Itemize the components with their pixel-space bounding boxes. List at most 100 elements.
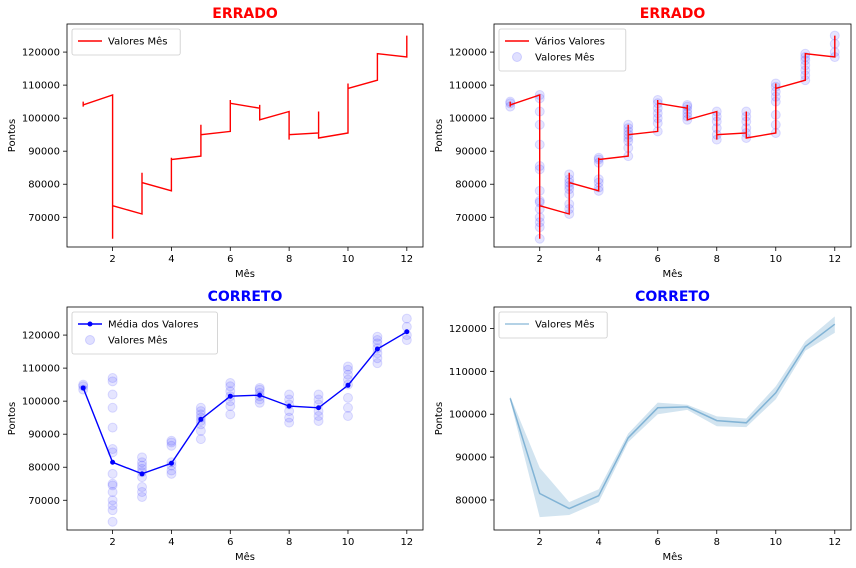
scatter-point (137, 457, 148, 468)
x-tick-label: 12 (828, 537, 841, 548)
y-tick-label: 90000 (28, 430, 60, 441)
y-tick-label: 80000 (28, 180, 60, 191)
y-tick-label: 100000 (22, 397, 60, 408)
x-tick-label: 8 (714, 254, 720, 265)
scatter-point (254, 397, 265, 408)
line-marker (316, 405, 322, 411)
subplot-1: ERRADO Mês Pontos 2 4 6 8 10 12 70000 80000 90000 10… (7, 6, 424, 280)
x-tick-label: 8 (714, 537, 720, 548)
scatter-point (313, 389, 324, 400)
y-tick-label: 80000 (28, 463, 60, 474)
y-tick-label: 110000 (22, 364, 60, 375)
subplot-2: ERRADO Mês Pontos 2 4 6 8 10 12 70000 80000 90000 10… (434, 6, 852, 280)
legend-label: Vários Valores (535, 36, 605, 48)
x-tick-label: 12 (400, 537, 413, 548)
scatter-point (137, 487, 148, 498)
scatter-point (372, 335, 383, 346)
scatter-point (137, 452, 148, 463)
y-tick-label: 120000 (449, 324, 487, 335)
x-tick-label: 10 (342, 537, 355, 548)
scatter-point (107, 373, 118, 384)
scatter-point (225, 401, 236, 412)
chart-title: CORRETO (208, 289, 283, 305)
series-line (509, 35, 836, 239)
scatter-point (313, 411, 324, 422)
legend: Vários Valores Valores Mês (498, 28, 627, 72)
x-tick-label: 2 (109, 537, 115, 548)
line-marker (257, 392, 263, 398)
scatter-point (107, 402, 118, 413)
scatter-point (195, 402, 206, 413)
x-tick-label: 4 (596, 254, 602, 265)
legend-box (71, 311, 218, 355)
legend-marker (512, 52, 522, 62)
y-axis-label: Pontos (7, 402, 18, 435)
x-axis-label: Mês (235, 268, 255, 280)
line-marker (198, 416, 204, 422)
chart-title: ERRADO (640, 6, 706, 22)
chart-title: ERRADO (212, 6, 278, 22)
scatter-point (372, 353, 383, 364)
scatter-point (313, 394, 324, 405)
y-tick-label: 90000 (28, 147, 60, 158)
x-axis-label: Mês (235, 551, 255, 563)
scatter-point (107, 389, 118, 400)
scatter-point (342, 369, 353, 380)
x-tick-label: 4 (168, 537, 174, 548)
scatter-point (107, 500, 118, 511)
scatter-point (107, 495, 118, 506)
scatter-point (284, 417, 295, 428)
y-axis-label: Pontos (434, 402, 445, 435)
legend: Média dos Valores Valores Mês (71, 311, 218, 355)
y-axis-label: Pontos (434, 119, 445, 152)
scatter-point (137, 482, 148, 493)
plot-frame (66, 306, 424, 531)
y-tick-label: 70000 (455, 213, 487, 224)
scatter-point (254, 382, 265, 393)
y-tick-label: 110000 (449, 367, 487, 378)
scatter-point (107, 468, 118, 479)
legend-label: Valores Mês (535, 52, 595, 64)
y-tick-label: 110000 (449, 81, 487, 92)
x-tick-label: 4 (168, 254, 174, 265)
scatter-point (137, 491, 148, 502)
y-tick-label: 70000 (28, 496, 60, 507)
scatter-point (137, 460, 148, 471)
y-tick-label: 120000 (22, 48, 60, 59)
scatter-point (342, 364, 353, 375)
legend-label: Valores Mês (535, 319, 595, 331)
scatter-point (372, 358, 383, 369)
legend-marker (87, 321, 93, 327)
plot-frame (66, 23, 424, 248)
scatter-point (166, 468, 177, 479)
scatter-point (225, 377, 236, 388)
line-marker (168, 460, 174, 466)
scatter-point (107, 487, 118, 498)
scatter-point (107, 516, 118, 527)
line-marker (374, 346, 380, 352)
x-tick-label: 8 (286, 537, 292, 548)
scatter-point (313, 415, 324, 426)
scatter-point (284, 412, 295, 423)
x-tick-label: 10 (769, 254, 782, 265)
x-tick-label: 12 (828, 254, 841, 265)
series-line (509, 323, 836, 510)
scatter-point (166, 440, 177, 451)
plot-frame (493, 306, 852, 531)
x-axis-label: Mês (663, 551, 683, 563)
y-tick-label: 80000 (455, 180, 487, 191)
line-marker (80, 385, 86, 391)
x-tick-label: 12 (400, 254, 413, 265)
x-tick-label: 2 (109, 254, 115, 265)
scatter-point (107, 376, 118, 387)
scatter-point (107, 444, 118, 455)
y-tick-label: 110000 (22, 81, 60, 92)
y-tick-label: 100000 (449, 410, 487, 421)
legend: Valores Mês (71, 28, 181, 56)
scatter-point (107, 478, 118, 489)
scatter-point (372, 331, 383, 342)
line-marker (139, 471, 145, 477)
legend-label: Valores Mês (108, 36, 168, 48)
plot-frame (493, 23, 852, 248)
